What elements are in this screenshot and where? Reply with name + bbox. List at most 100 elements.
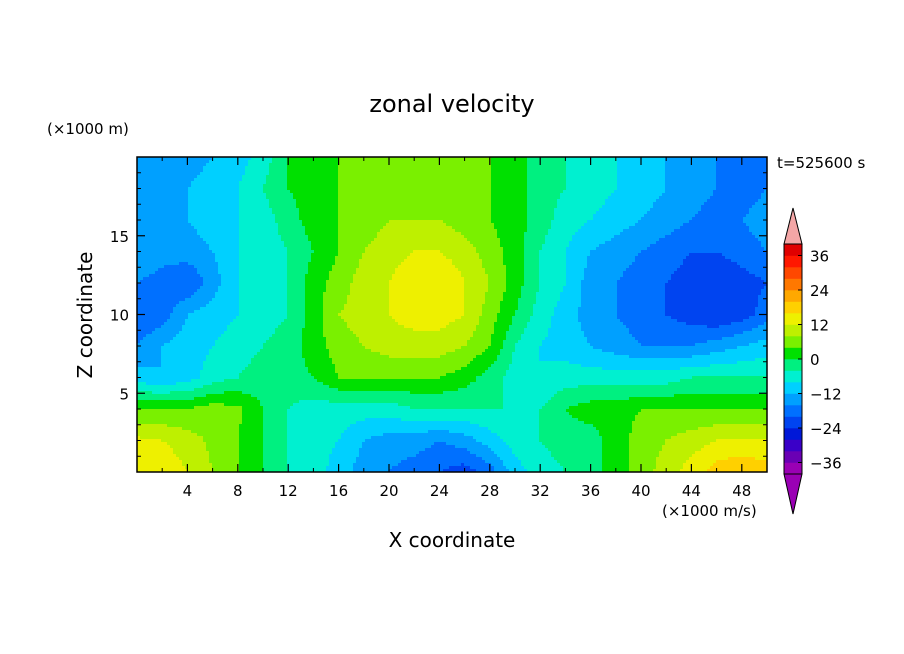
field-cell: [551, 169, 555, 173]
field-cell: [716, 157, 720, 161]
field-cell: [284, 196, 288, 200]
field-cell: [590, 193, 594, 197]
field-cell: [314, 157, 318, 161]
field-cell: [482, 184, 486, 188]
field-cell: [311, 181, 315, 185]
field-cell: [497, 190, 501, 194]
field-cell: [362, 199, 366, 203]
field-cell: [662, 157, 666, 161]
field-cell: [743, 166, 747, 170]
field-cell: [596, 163, 600, 167]
field-cell: [455, 202, 459, 206]
field-cell: [623, 172, 627, 176]
field-cell: [290, 163, 294, 167]
field-cell: [686, 190, 690, 194]
field-cell: [158, 187, 162, 191]
field-cell: [563, 157, 567, 161]
field-cell: [458, 169, 462, 173]
field-cell: [185, 220, 189, 224]
field-cell: [260, 226, 264, 230]
field-cell: [611, 178, 615, 182]
field-cell: [581, 226, 585, 230]
field-cell: [452, 199, 456, 203]
field-cell: [239, 181, 243, 185]
field-cell: [194, 214, 198, 218]
field-cell: [557, 160, 561, 164]
field-cell: [710, 223, 714, 227]
field-cell: [635, 187, 639, 191]
field-cell: [632, 205, 636, 209]
field-cell: [275, 199, 279, 203]
field-cell: [728, 181, 732, 185]
field-cell: [224, 217, 228, 221]
field-cell: [233, 160, 237, 164]
field-cell: [572, 211, 576, 215]
field-cell: [209, 172, 213, 176]
field-cell: [344, 196, 348, 200]
field-cell: [608, 169, 612, 173]
field-cell: [503, 181, 507, 185]
field-cell: [584, 160, 588, 164]
field-cell: [227, 181, 231, 185]
field-cell: [458, 157, 462, 161]
field-cell: [587, 211, 591, 215]
field-cell: [443, 223, 447, 227]
field-cell: [146, 190, 150, 194]
field-cell: [698, 172, 702, 176]
field-cell: [680, 178, 684, 182]
field-cell: [527, 202, 531, 206]
field-cell: [362, 187, 366, 191]
field-cell: [437, 205, 441, 209]
field-cell: [305, 199, 309, 203]
field-cell: [761, 160, 765, 164]
field-cell: [362, 220, 366, 224]
field-cell: [395, 193, 399, 197]
field-cell: [365, 205, 369, 209]
field-cell: [662, 172, 666, 176]
field-cell: [479, 160, 483, 164]
field-cell: [608, 202, 612, 206]
field-cell: [686, 163, 690, 167]
field-cell: [302, 226, 306, 230]
field-cell: [557, 226, 561, 230]
field-cell: [566, 190, 570, 194]
field-cell: [377, 196, 381, 200]
field-cell: [635, 172, 639, 176]
field-cell: [425, 157, 429, 161]
field-cell: [635, 211, 639, 215]
field-cell: [506, 184, 510, 188]
field-cell: [641, 157, 645, 161]
field-cell: [512, 163, 516, 167]
field-cell: [443, 202, 447, 206]
field-cell: [356, 217, 360, 221]
field-cell: [182, 163, 186, 167]
field-cell: [479, 223, 483, 227]
field-cell: [179, 157, 183, 161]
field-cell: [338, 205, 342, 209]
field-cell: [527, 187, 531, 191]
field-cell: [296, 202, 300, 206]
field-cell: [725, 166, 729, 170]
field-cell: [374, 223, 378, 227]
field-cell: [497, 166, 501, 170]
field-cell: [260, 178, 264, 182]
field-cell: [524, 160, 528, 164]
field-cell: [764, 160, 767, 164]
field-cell: [437, 157, 441, 161]
field-cell: [371, 157, 375, 161]
field-cell: [713, 193, 717, 197]
field-cell: [581, 187, 585, 191]
field-cell: [755, 166, 759, 170]
field-cell: [599, 190, 603, 194]
field-cell: [674, 214, 678, 218]
field-cell: [449, 223, 453, 227]
field-cell: [137, 181, 141, 185]
field-cell: [443, 184, 447, 188]
field-cell: [674, 217, 678, 221]
field-cell: [341, 178, 345, 182]
field-cell: [524, 175, 528, 179]
field-cell: [605, 190, 609, 194]
field-cell: [455, 190, 459, 194]
field-cell: [596, 178, 600, 182]
field-cell: [596, 205, 600, 209]
